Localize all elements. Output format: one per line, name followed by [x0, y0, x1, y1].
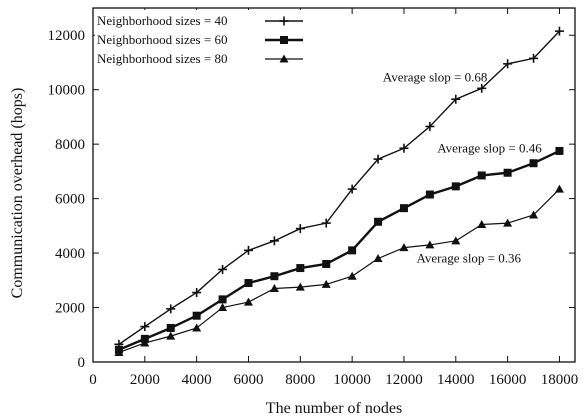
x-tick-label: 6000 — [233, 372, 263, 388]
data-point — [425, 240, 435, 249]
legend: Neighborhood sizes = 40 Neighborhood size… — [95, 10, 307, 68]
data-point — [218, 303, 228, 312]
data-point — [140, 322, 150, 332]
data-point — [140, 338, 150, 347]
y-tick-label: 8000 — [55, 137, 85, 153]
data-point — [451, 182, 460, 191]
data-point — [347, 184, 357, 194]
data-point — [554, 184, 564, 193]
data-point — [529, 210, 539, 219]
data-point — [425, 190, 434, 199]
data-point — [503, 59, 513, 69]
data-point — [321, 218, 331, 228]
data-point — [399, 204, 408, 213]
data-point — [451, 236, 461, 245]
tick-labels: 0 2000 4000 6000 8000 10000 12000 14000 16000 180… — [48, 28, 579, 388]
legend-entry: Neighborhood sizes = 40 — [97, 13, 303, 28]
data-point — [373, 154, 383, 164]
data-point — [269, 236, 279, 246]
data-point — [373, 254, 383, 263]
legend-label: Neighborhood sizes = 60 — [97, 32, 227, 47]
y-tick-label: 12000 — [48, 28, 86, 44]
data-point — [399, 143, 409, 153]
legend-entry: Neighborhood sizes = 80 — [97, 51, 303, 66]
slope-annotation: Average slop = 0.68 — [383, 70, 488, 85]
data-point — [270, 272, 279, 281]
data-point — [347, 271, 357, 280]
data-point — [529, 159, 538, 168]
series-line — [118, 30, 560, 345]
legend-label: Neighborhood sizes = 40 — [97, 13, 227, 28]
x-tick-label: 18000 — [541, 372, 579, 388]
plot-frame — [92, 7, 576, 363]
x-tick-label: 8000 — [285, 372, 315, 388]
data-point — [166, 331, 176, 340]
data-point — [244, 279, 253, 288]
x-tick-label: 16000 — [489, 372, 527, 388]
series-line — [118, 188, 560, 354]
data-point — [166, 323, 175, 332]
data-point — [555, 146, 564, 155]
y-tick-label: 6000 — [55, 192, 85, 208]
data-point — [477, 171, 486, 180]
data-point — [477, 83, 487, 93]
data-point — [296, 264, 305, 273]
legend-marker — [279, 54, 289, 63]
data-point — [218, 295, 227, 304]
data-point — [192, 311, 201, 320]
slope-annotation: Average slop = 0.46 — [437, 140, 542, 155]
data-point — [295, 282, 305, 291]
data-point — [114, 347, 124, 356]
y-tick-label: 10000 — [48, 83, 86, 99]
x-axis-title: The number of nodes — [266, 400, 402, 417]
data-point — [399, 243, 409, 252]
x-tick-label: 12000 — [385, 372, 423, 388]
slope-annotation: Average slop = 0.36 — [416, 251, 521, 266]
data-point — [554, 26, 564, 36]
x-tick-label: 10000 — [333, 372, 371, 388]
data-point — [243, 297, 253, 306]
y-tick-label: 4000 — [55, 246, 85, 262]
data-point — [192, 288, 202, 298]
y-tick-label: 0 — [78, 355, 86, 371]
series-line — [118, 149, 560, 351]
data-point — [425, 121, 435, 131]
x-tick-label: 4000 — [182, 372, 212, 388]
legend-entry: Neighborhood sizes = 60 — [97, 32, 303, 47]
y-tick-label: 2000 — [55, 301, 85, 317]
data-point — [503, 168, 512, 177]
data-point — [295, 224, 305, 234]
x-tick-label: 2000 — [130, 372, 160, 388]
data-point — [166, 304, 176, 314]
data-point — [348, 246, 357, 255]
x-tick-label: 0 — [89, 372, 97, 388]
series — [114, 26, 564, 356]
axes — [92, 7, 576, 363]
data-point — [477, 219, 487, 228]
data-point — [321, 279, 331, 288]
annotations: Average slop = 0.68 Average slop = 0.46 Av… — [383, 70, 542, 266]
y-axis-title: Communication overhead (hops) — [9, 88, 26, 299]
x-tick-label: 14000 — [437, 372, 475, 388]
data-point — [322, 259, 331, 268]
data-point — [269, 283, 279, 292]
series-3 — [114, 184, 564, 356]
legend-marker — [280, 36, 288, 44]
data-point — [451, 94, 461, 104]
data-point — [529, 53, 539, 63]
data-point — [218, 264, 228, 274]
data-point — [503, 218, 513, 227]
legend-label: Neighborhood sizes = 80 — [97, 51, 227, 66]
data-point — [243, 245, 253, 255]
series-1 — [114, 26, 564, 349]
data-point — [374, 217, 383, 226]
legend-marker — [279, 16, 289, 26]
data-point — [192, 323, 202, 332]
